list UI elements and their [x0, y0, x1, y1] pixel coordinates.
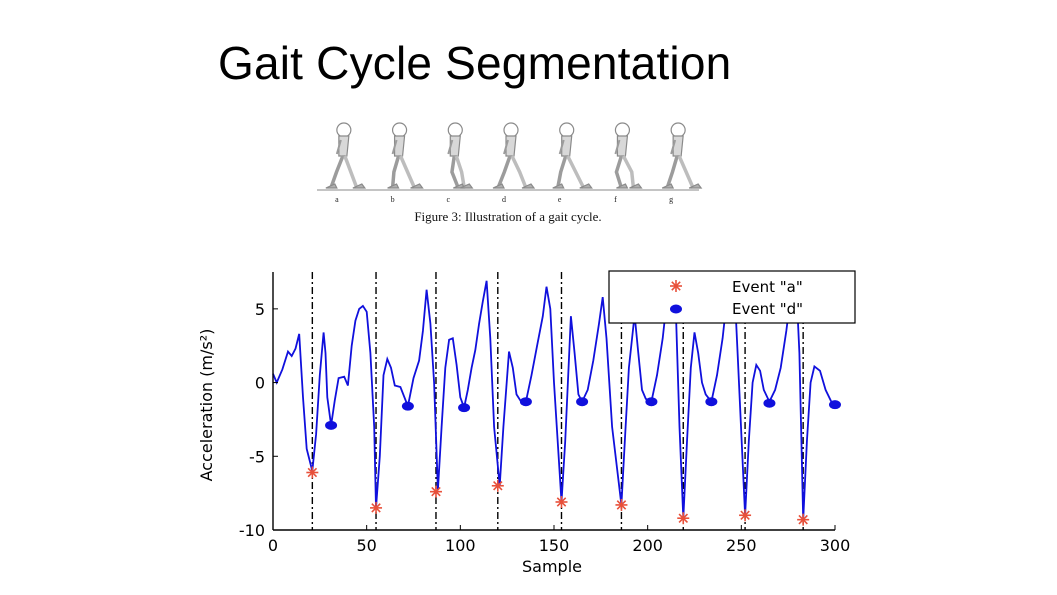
gait-phase-label: d	[502, 195, 506, 204]
event-a-marker	[555, 495, 568, 508]
gait-phase-label: c	[447, 195, 451, 204]
y-axis-label-group: Acceleration (m/s²)	[197, 329, 216, 482]
x-tick-label: 150	[539, 536, 570, 555]
legend-event-d-marker	[670, 304, 682, 314]
gait-cycle-illustration: a b c d e f g	[317, 122, 703, 204]
gait-phase-label: e	[558, 195, 562, 204]
gait-phase-label: b	[391, 195, 395, 204]
chart-legend: Event "a" Event "d"	[608, 270, 856, 324]
event-d-marker	[763, 398, 776, 408]
event-a-marker	[677, 512, 690, 525]
gait-figure-b	[387, 122, 424, 189]
gait-phase-label: a	[335, 195, 339, 204]
y-axis-label: Acceleration (m/s²)	[197, 329, 216, 482]
gait-figure-e	[552, 122, 593, 189]
slide-title: Gait Cycle Segmentation	[218, 37, 732, 89]
figure-caption: Figure 3: Illustration of a gait cycle.	[414, 209, 602, 224]
event-d-marker	[401, 401, 414, 411]
event-d-marker	[829, 400, 841, 410]
gait-figure-f	[614, 122, 643, 189]
x-tick-label: 50	[356, 536, 376, 555]
event-d-marker	[519, 397, 532, 407]
event-d-marker	[645, 397, 658, 407]
event-d-marker	[576, 397, 589, 407]
gait-figure-a	[325, 122, 367, 189]
gait-phase-label: g	[669, 195, 673, 204]
legend-event-a-label: Event "a"	[732, 278, 803, 296]
y-tick-label: -5	[249, 447, 265, 466]
gait-figure-d	[492, 122, 536, 189]
event-a-marker	[370, 501, 383, 514]
legend-event-a-marker	[670, 280, 682, 292]
legend-event-d-label: Event "d"	[732, 300, 803, 318]
legend-box	[608, 270, 856, 324]
event-a-marker	[306, 466, 319, 479]
x-tick-label: 100	[445, 536, 476, 555]
event-a-markers	[306, 466, 810, 526]
event-d-marker	[325, 420, 338, 430]
event-d-markers	[325, 397, 841, 430]
y-tick-label: 0	[255, 374, 265, 393]
event-a-marker	[491, 479, 504, 492]
event-d-marker	[705, 397, 718, 407]
gait-figure-c	[447, 122, 474, 189]
x-tick-label: 250	[726, 536, 757, 555]
x-tick-label: 300	[820, 536, 851, 555]
gait-walking-figures	[325, 122, 703, 189]
event-d-marker	[458, 403, 471, 413]
x-tick-label: 200	[632, 536, 663, 555]
x-tick-label: 0	[268, 536, 278, 555]
event-a-marker	[739, 509, 752, 522]
chart-axes: 0 50 100 150 200 250 300 -10 -5 0 5	[239, 272, 850, 555]
x-axis-label: Sample	[522, 557, 582, 576]
event-a-marker	[615, 498, 628, 511]
gait-phase-labels: a b c d e f g	[335, 195, 673, 204]
y-tick-label: 5	[255, 300, 265, 319]
y-tick-label: -10	[239, 521, 265, 540]
legend-event-a-star	[670, 280, 682, 292]
event-a-marker	[429, 485, 442, 498]
gait-phase-label: f	[614, 195, 617, 204]
gait-figure-g	[661, 122, 703, 189]
event-a-marker	[797, 513, 810, 526]
